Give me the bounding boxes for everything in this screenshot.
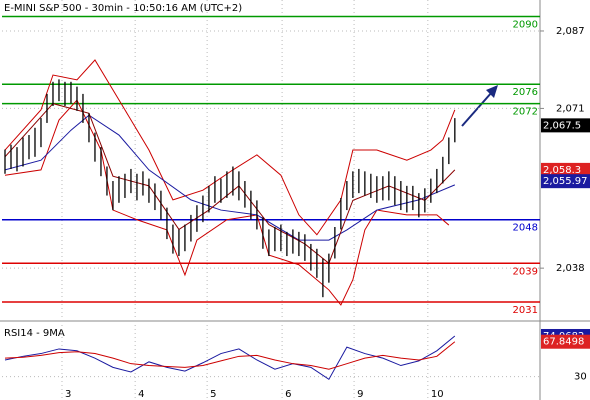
price-tag-label: 2,067.5 <box>543 120 581 131</box>
price-tag-label: 67.8498 <box>543 337 584 348</box>
level-label: 2031 <box>513 305 538 316</box>
level-label: 2072 <box>513 107 538 118</box>
level-label: 2076 <box>513 87 538 98</box>
line <box>4 341 456 370</box>
level-label: 2039 <box>513 266 538 277</box>
arrow <box>461 91 493 127</box>
level-label: 2090 <box>513 19 538 30</box>
x-tick-label: 10 <box>431 389 444 400</box>
arrow-head <box>486 85 498 98</box>
x-tick-label: 6 <box>285 389 291 400</box>
x-tick-label: 3 <box>65 389 71 400</box>
chart-title: E-MINI S&P 500 - 30min - 10:50:16 AM (UT… <box>4 3 242 14</box>
line <box>4 59 456 236</box>
y-tick-label: 30 <box>574 372 587 383</box>
y-tick-label: 2,071 <box>556 103 585 114</box>
price-tag <box>541 334 590 349</box>
y-tick-label: 2,087 <box>556 26 585 37</box>
panel-title: RSI14 - 9MA <box>4 328 65 339</box>
x-tick-label: 9 <box>357 389 363 400</box>
price-tag-label: 2,058.3 <box>543 165 581 176</box>
y-tick-label: 2,038 <box>556 263 585 274</box>
price-tag <box>541 162 590 177</box>
x-tick-label: 4 <box>138 389 144 400</box>
level-label: 2048 <box>513 223 538 234</box>
price-tag <box>541 118 590 133</box>
price-tag-label: 2,055.97 <box>543 176 588 187</box>
price-tag <box>541 174 590 189</box>
x-tick-label: 5 <box>210 389 216 400</box>
line <box>4 114 456 241</box>
